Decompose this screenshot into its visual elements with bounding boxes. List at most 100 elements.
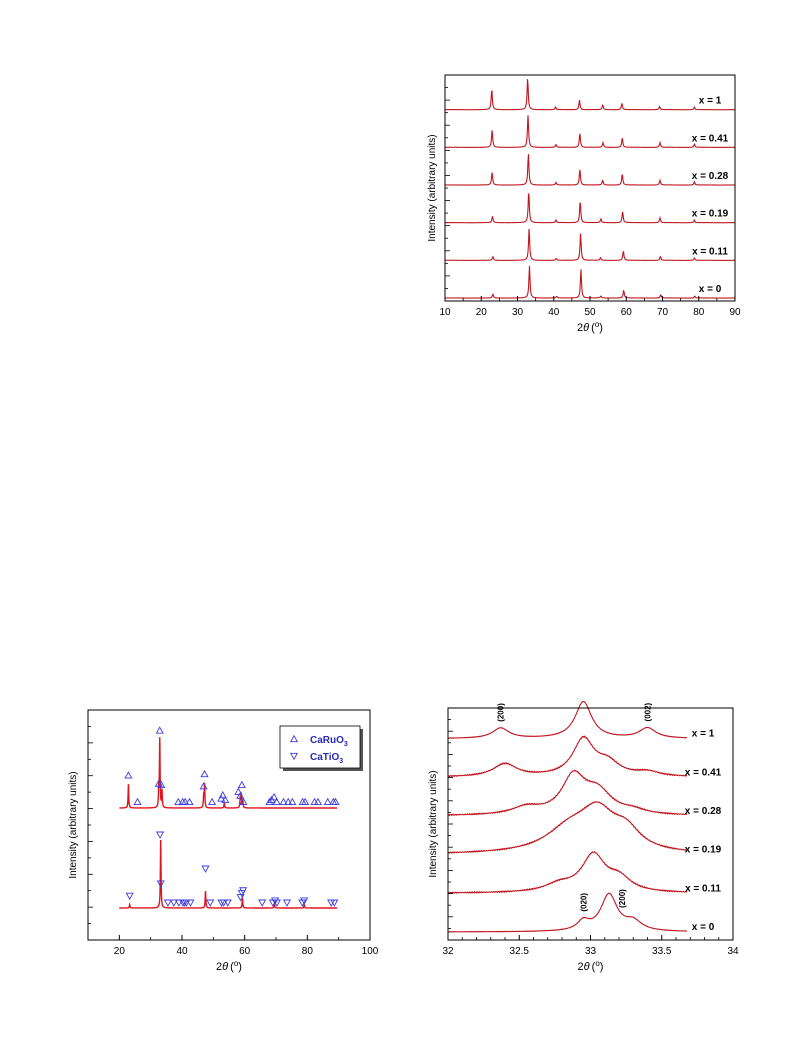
- peak-annotation: (200): [497, 703, 506, 722]
- caruo3-marker: [200, 769, 209, 778]
- caruo3-marker: [185, 797, 194, 806]
- series-label: x = 0: [699, 284, 722, 295]
- x-label-deg: o: [595, 320, 600, 329]
- x-label-theta: θ: [222, 961, 228, 973]
- peak-annotation: (002): [644, 702, 653, 721]
- caruo3-marker: [234, 787, 243, 795]
- catio3-marker: [186, 899, 195, 907]
- series-label: x = 0.41: [692, 133, 729, 144]
- caruo3-marker: [272, 797, 281, 806]
- legend-label-main: CaRuO: [310, 735, 344, 746]
- xrd-full-chart: x = 0 x = 0.11 x = 0.19 x = 0.28 x = 0.41 x =…: [420, 70, 750, 345]
- catio3-marker: [272, 899, 282, 907]
- series-label: x = 0.19: [685, 845, 722, 856]
- x-tick-label: 32: [442, 946, 454, 957]
- series-label: x = 0.11: [692, 246, 728, 257]
- catio3-marker: [270, 897, 280, 905]
- xrd-full-svg: x = 0 x = 0.11 x = 0.19 x = 0.28 x = 0.41 x =…: [427, 74, 741, 334]
- x-tick-label: 40: [548, 307, 560, 318]
- x-axis-label: 2θ (o): [578, 959, 604, 973]
- peak-annotation: (020): [579, 893, 588, 912]
- x-tick-label: 60: [621, 307, 633, 318]
- caruo3-marker: [133, 797, 142, 806]
- y-axis-label: Intensity (arbitrary units): [428, 770, 439, 877]
- series-line: [119, 839, 338, 909]
- x-tick-label: 80: [693, 307, 705, 318]
- series-line: [444, 154, 736, 186]
- x-tick-label: 30: [512, 307, 524, 318]
- catio3-marker: [156, 880, 165, 888]
- legend-label-main: CaTiO: [310, 752, 339, 763]
- catio3-marker: [182, 899, 191, 907]
- catio3-marker: [174, 899, 183, 907]
- series-label: x = 1: [699, 96, 722, 107]
- series-line: [444, 229, 736, 262]
- x-tick-label: 33.5: [652, 946, 672, 957]
- xrd-reference-svg: 20 40 60 80 100 Intensity (arbitrary units) 2θ…: [68, 709, 379, 973]
- x-label-theta: θ: [584, 961, 590, 973]
- x-tick-label: 34: [727, 946, 739, 957]
- x-label-open: (: [230, 961, 234, 973]
- series-label: x = 0.11: [685, 883, 721, 894]
- caruo3-marker: [270, 792, 279, 801]
- x-label-symbol: 2: [216, 961, 222, 973]
- legend-label-sub: 3: [339, 758, 343, 765]
- x-tick-label: 40: [176, 946, 188, 957]
- x-label-symbol: 2: [577, 322, 583, 334]
- legend-label-sub: 3: [344, 741, 348, 748]
- x-tick-label: 50: [584, 307, 596, 318]
- catio3-marker: [206, 899, 215, 907]
- x-label-symbol: 2: [578, 961, 584, 973]
- x-tick-label: 100: [362, 946, 379, 957]
- x-tick-label: 33: [585, 946, 597, 957]
- y-axis-label: Intensity (arbitrary units): [427, 134, 438, 241]
- series-line: [444, 192, 736, 224]
- x-axis-label: 2θ (o): [577, 320, 603, 334]
- xrd-zoom-svg: x = 0 x = 0.11 x = 0.19 x = 0.28 x = 0.41 x =…: [428, 700, 739, 973]
- x-label-deg: o: [234, 959, 239, 968]
- caruo3-marker: [239, 797, 248, 806]
- series-line: [447, 769, 688, 817]
- caruo3-marker: [313, 797, 323, 806]
- catio3-marker: [223, 899, 232, 907]
- series-line: [447, 801, 688, 855]
- series-line: [447, 700, 688, 739]
- legend-label: CaTiO3: [310, 752, 343, 765]
- x-tick-label: 20: [114, 946, 126, 957]
- x-tick-label: 20: [476, 307, 488, 318]
- catio3-marker: [156, 831, 165, 839]
- legend-marker: [289, 734, 299, 743]
- caruo3-marker: [208, 797, 217, 806]
- x-label-theta: θ: [583, 322, 589, 334]
- caruo3-marker: [199, 782, 208, 790]
- caruo3-marker: [218, 790, 227, 799]
- x-label-close: ): [600, 961, 604, 973]
- catio3-marker: [219, 899, 228, 907]
- caruo3-marker: [174, 797, 183, 806]
- x-tick-label: 10: [439, 307, 451, 318]
- series-label: x = 0: [692, 922, 715, 933]
- x-tick-label: 60: [239, 946, 251, 957]
- series-label: x = 1: [692, 729, 715, 740]
- x-axis-label: 2θ (o): [216, 959, 242, 973]
- y-axis-label: Intensity (arbitrary units): [68, 771, 79, 878]
- caruo3-marker: [157, 780, 166, 789]
- caruo3-marker: [237, 780, 246, 789]
- x-tick-label: 70: [657, 307, 669, 318]
- x-label-open: (: [592, 961, 596, 973]
- caruo3-marker: [236, 791, 245, 799]
- x-label-close: ): [599, 322, 603, 334]
- caruo3-marker: [279, 797, 288, 806]
- caruo3-marker: [221, 795, 230, 804]
- series-line: [447, 735, 688, 778]
- caruo3-marker: [155, 726, 164, 734]
- caruo3-marker: [288, 797, 297, 806]
- caruo3-marker: [181, 797, 190, 806]
- caruo3-marker: [331, 797, 340, 806]
- series-label: x = 0.19: [692, 209, 729, 220]
- series-line: [447, 851, 688, 895]
- caruo3-marker: [284, 797, 293, 806]
- catio3-marker: [201, 865, 210, 873]
- catio3-marker: [239, 887, 248, 895]
- series-line: [444, 115, 736, 149]
